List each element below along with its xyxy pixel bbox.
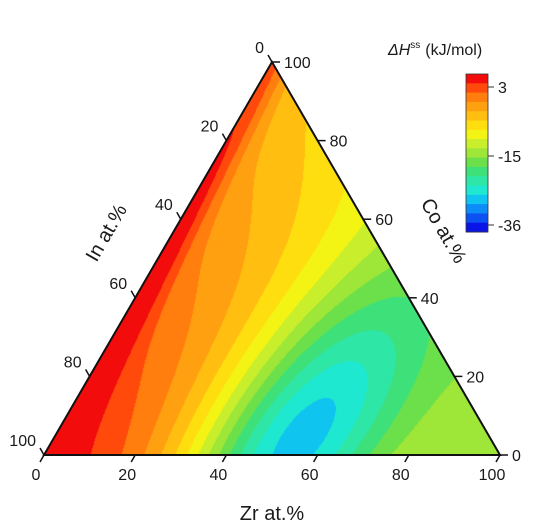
legend-tick-label-neg36: -36 <box>498 218 521 235</box>
bottom-tick-label: 0 <box>32 467 41 484</box>
legend-swatch <box>466 222 488 233</box>
bottom-tick <box>39 454 45 463</box>
legend-swatch <box>466 185 488 196</box>
legend-swatch <box>466 148 488 159</box>
ternary-frame <box>42 60 502 456</box>
legend-swatch <box>466 166 488 177</box>
legend-swatch <box>466 176 488 187</box>
legend-swatch <box>466 111 488 121</box>
bottom-tick-label: 40 <box>210 467 228 484</box>
bottom-tick-label: 100 <box>479 467 506 484</box>
legend-swatch <box>466 120 488 131</box>
left-tick <box>267 54 273 63</box>
bottom-tick-label: 60 <box>301 467 319 484</box>
right-tick-label: 20 <box>466 369 484 386</box>
right-tick-label: 40 <box>421 291 439 308</box>
left-axis-title: In at.% <box>82 200 132 265</box>
right-tick-label: 60 <box>375 212 393 229</box>
bottom-tick-label: 80 <box>392 467 410 484</box>
legend-swatch <box>466 204 488 214</box>
legend-swatch <box>466 83 488 94</box>
bottom-axis-title: Zr at.% <box>240 503 305 525</box>
left-tick <box>221 133 228 141</box>
legend-tick-label-neg15: -15 <box>498 149 521 166</box>
bottom-tick <box>312 454 319 463</box>
legend-title-superscript: ss <box>410 40 420 51</box>
legend-swatch <box>466 157 488 168</box>
legend-swatch <box>466 92 488 103</box>
bottom-tick <box>130 454 136 463</box>
left-tick-label: 100 <box>9 433 36 450</box>
left-tick <box>84 369 91 377</box>
legend-swatch <box>466 194 488 205</box>
bottom-tick <box>404 454 410 463</box>
legend-title: ΔHss (kJ/mol) <box>387 40 482 59</box>
bottom-tick <box>221 454 228 463</box>
right-axis-title: Co at.% <box>416 195 471 268</box>
right-tick-label: 0 <box>512 448 521 465</box>
right-tick-label: 80 <box>330 134 348 151</box>
left-tick-label: 40 <box>155 197 173 214</box>
right-tick-label: 100 <box>284 55 311 72</box>
left-tick-label: 80 <box>64 354 82 371</box>
color-legend: ΔHss (kJ/mol) 3 -15 -36 <box>387 40 521 235</box>
left-tick <box>176 211 182 220</box>
legend-swatch <box>466 101 488 112</box>
left-tick-label: 20 <box>201 119 219 136</box>
left-tick-label: 0 <box>255 40 264 57</box>
bottom-tick-label: 20 <box>118 467 136 484</box>
left-tick <box>39 447 45 456</box>
legend-title-symbol: ΔH <box>387 42 411 59</box>
left-tick-label: 60 <box>109 276 127 293</box>
ternary-ticks <box>39 54 508 463</box>
ternary-tick-labels: 0 0 0 20 20 20 40 40 40 60 60 60 80 80 80 100 100 100 <box>9 40 521 484</box>
legend-border <box>465 73 489 233</box>
legend-title-unit: (kJ/mol) <box>425 42 482 59</box>
legend-swatch <box>466 74 488 84</box>
left-tick <box>130 290 136 299</box>
legend-swatch <box>466 129 488 140</box>
legend-colorbar <box>466 74 488 233</box>
legend-tick-label-3: 3 <box>498 80 507 97</box>
bottom-tick <box>495 454 501 463</box>
legend-swatch <box>466 213 488 224</box>
legend-swatch <box>466 139 488 149</box>
